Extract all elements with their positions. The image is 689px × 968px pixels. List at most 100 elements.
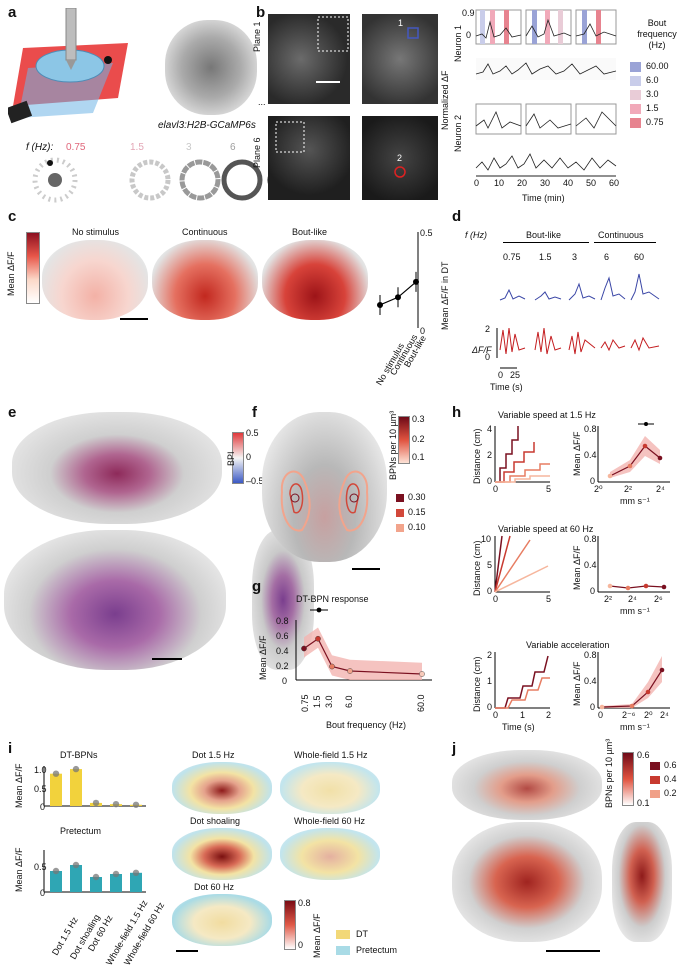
d-freq-4: 60 xyxy=(634,252,645,262)
j-dorsal-top-map xyxy=(452,750,602,820)
i-bar-charts xyxy=(43,765,146,893)
f-legend-label-1: 0.15 xyxy=(408,507,426,517)
f-contours xyxy=(280,470,369,532)
legend-label-0: 60.00 xyxy=(646,61,669,71)
g-xtick-0: 0.75 xyxy=(300,694,310,712)
c-ytick-top: 0.5 xyxy=(420,228,433,238)
i-cb-tick-top: 0.8 xyxy=(298,898,311,908)
g-point-3 xyxy=(347,668,353,674)
c-map-no-stimulus xyxy=(42,240,148,320)
h-row3-dist-xtick-0: 0 xyxy=(493,710,499,720)
g-xtick-2: 3.0 xyxy=(324,695,334,708)
f-scale-bar xyxy=(352,568,380,570)
panel-a-label: a xyxy=(8,4,17,21)
neuron1-label: Neuron 1 xyxy=(453,24,463,62)
i-map-dot-60hz xyxy=(172,894,272,946)
rig-schematic xyxy=(8,8,128,124)
h-plots xyxy=(494,422,670,710)
i-bottom-dots-3 xyxy=(112,870,120,878)
h-row3-distance-plot xyxy=(494,652,550,709)
h-row2-dist-label: Distance (cm) xyxy=(472,540,482,596)
d-traces xyxy=(496,273,660,369)
e-tick-top: 0.5 xyxy=(246,428,259,438)
i-legend-swatch-pretectum xyxy=(336,946,350,955)
h-row1-dist-ytick-2: 4 xyxy=(487,424,493,434)
j-tick-bottom: 0.1 xyxy=(637,798,650,808)
plane-ellipsis: ... xyxy=(258,97,266,107)
e-scale-bar xyxy=(152,658,182,660)
h-row1-mean-ytick-2: 0.8 xyxy=(584,424,597,434)
c-title-1: Continuous xyxy=(182,227,228,237)
c-ylabel: Mean ΔF/F in DT xyxy=(440,261,450,330)
j-dorsal-bottom-map xyxy=(452,822,602,942)
i-map-dot-1-5hz xyxy=(172,762,272,814)
neuron1-full-trace xyxy=(475,58,617,80)
h-row1-distance-plot xyxy=(494,426,550,483)
g-xtick-3: 6.0 xyxy=(344,695,354,708)
i-colorbar-label: Mean ΔF/F xyxy=(312,913,322,958)
h-row1-dist-xtick-1: 5 xyxy=(546,484,552,494)
d-freq-2: 3 xyxy=(572,252,578,262)
i-map-title-3: Whole-field 60 Hz xyxy=(294,816,366,826)
i-bottom-dots-2 xyxy=(92,873,100,881)
i-bottom-title: Pretectum xyxy=(60,826,102,836)
f-legend-label-0: 0.30 xyxy=(408,492,426,502)
h-row3-dist-ytick-2: 2 xyxy=(487,650,493,660)
h-row3-dist-ytick-0: 0 xyxy=(487,702,493,712)
neuron2-full-trace xyxy=(475,153,617,171)
i-top-dots-2 xyxy=(92,799,100,807)
panel-f-label: f xyxy=(252,404,257,421)
h-row2-dist-xtick-1: 5 xyxy=(546,594,552,604)
j-legend-swatch-1 xyxy=(650,776,660,784)
freq-label-3: 6 xyxy=(230,142,236,153)
i-bottom-dots-0 xyxy=(52,867,60,875)
freq-label-2: 3 xyxy=(186,142,192,153)
d-ylabel: ΔF/F xyxy=(472,345,492,355)
i-scale-bar xyxy=(176,950,198,952)
i-top-dots-1 xyxy=(72,765,80,773)
plane-overlays xyxy=(275,16,419,178)
i-bottom-bar-4 xyxy=(130,872,142,892)
g-ytick-3: 0.6 xyxy=(276,631,289,641)
panel-c-label: c xyxy=(8,208,17,225)
h-row1-mean-plot xyxy=(597,422,670,483)
j-colorbar xyxy=(622,752,634,806)
d-xlabel: Time (s) xyxy=(490,382,523,392)
i-top-dots-4 xyxy=(132,801,140,808)
h-row2-mean-ytick-2: 0.8 xyxy=(584,534,597,544)
j-tick-top: 0.6 xyxy=(637,750,650,760)
h-row3-mean-xtick-2: 2⁰ xyxy=(644,710,653,720)
h-row1-unit: mm s⁻¹ xyxy=(620,496,650,506)
c-ytick-bottom: 0 xyxy=(420,326,426,336)
b-ytick-1: 0.9 xyxy=(462,8,475,18)
i-colorbar xyxy=(284,900,296,950)
h-row3-dist-ytick-1: 1 xyxy=(487,676,493,686)
g-ytick-2: 0.4 xyxy=(276,646,289,656)
i-map-title-1: Whole-field 1.5 Hz xyxy=(294,750,368,760)
h-row3-dist-label: Distance (cm) xyxy=(472,656,482,712)
j-legend-label-1: 0.4 xyxy=(664,774,677,784)
h-row1-mean-label: Mean ΔF/F xyxy=(572,431,582,476)
freq-label-1: 1.5 xyxy=(130,142,144,153)
h-row3-dist-xtick-2: 2 xyxy=(546,710,552,720)
e-colorbar-label: BPI xyxy=(226,451,236,466)
c-colorbar xyxy=(26,232,40,304)
b-xtick-3: 30 xyxy=(540,178,551,188)
c-title-0: No stimulus xyxy=(72,227,120,237)
j-legend-label-0: 0.6 xyxy=(664,760,677,770)
plane6-zoom-image xyxy=(362,116,438,200)
i-top-bar-1 xyxy=(70,769,82,806)
i-bottom-ytick-0: 0 xyxy=(40,888,46,898)
c-point-0 xyxy=(377,301,383,308)
b-xtick-4: 40 xyxy=(563,178,574,188)
h-row2-mean-xtick-1: 2⁴ xyxy=(628,594,637,604)
panel-a-brain-image xyxy=(165,20,257,115)
legend-swatch-0 xyxy=(630,62,641,72)
g-point-0 xyxy=(301,645,307,652)
f-legend-swatch-1 xyxy=(396,509,404,517)
h-row2-dist-xtick-0: 0 xyxy=(493,594,499,604)
i-legend-swatch-dt xyxy=(336,930,350,939)
legend-swatch-1 xyxy=(630,76,641,86)
d-f-label: f (Hz) xyxy=(465,230,487,240)
plane6-image xyxy=(268,116,350,200)
